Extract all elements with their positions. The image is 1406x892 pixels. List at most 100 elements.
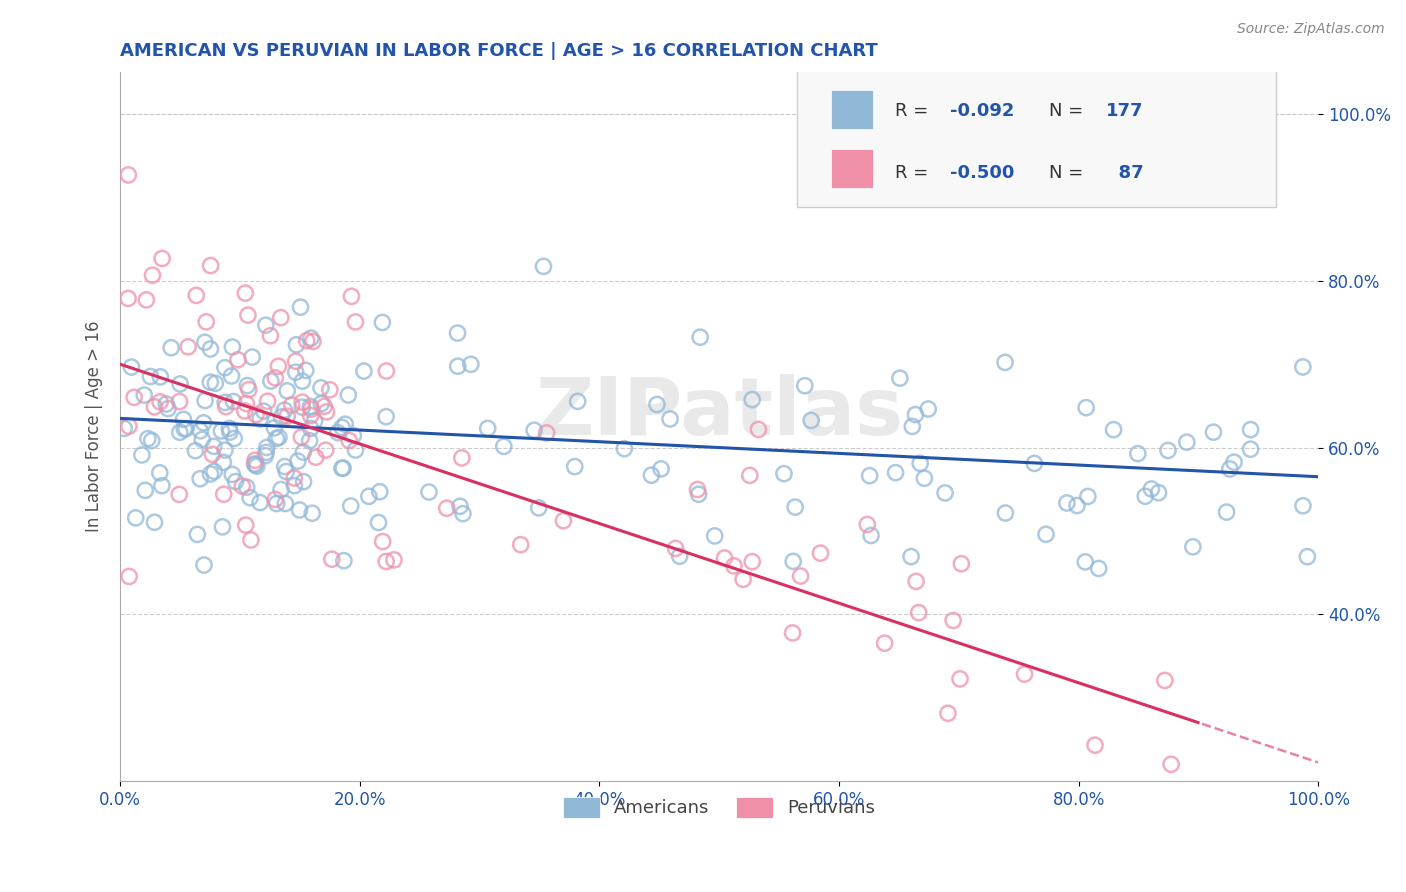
Point [267, 359, 290, 374]
Point [371, 534, 394, 549]
Point [315, 405, 337, 419]
Point [884, 466, 907, 480]
Point [1292, 359, 1315, 374]
Point [231, 479, 253, 493]
Point [309, 381, 332, 395]
Point [368, 484, 391, 499]
Point [169, 394, 191, 409]
Point [789, 569, 811, 583]
Point [1126, 447, 1149, 461]
Point [1175, 435, 1198, 450]
Point [367, 516, 389, 530]
Point [353, 364, 375, 378]
Point [942, 614, 965, 628]
Point [222, 394, 245, 409]
Point [120, 360, 142, 375]
Point [202, 439, 225, 453]
Point [330, 420, 353, 434]
Point [284, 354, 307, 368]
FancyBboxPatch shape [831, 90, 873, 129]
Point [713, 551, 735, 566]
Point [1296, 549, 1319, 564]
Point [330, 461, 353, 475]
Point [613, 442, 636, 456]
Point [912, 471, 935, 485]
Point [292, 445, 315, 459]
Point [214, 395, 236, 409]
Point [291, 374, 314, 388]
Point [901, 419, 924, 434]
Point [904, 408, 927, 422]
Point [112, 421, 135, 435]
Point [689, 330, 711, 344]
Point [270, 310, 292, 325]
Point [1074, 555, 1097, 569]
Point [659, 412, 682, 426]
Point [211, 520, 233, 534]
Point [260, 374, 283, 388]
Point [321, 552, 343, 566]
Point [949, 672, 972, 686]
Point [1014, 667, 1036, 681]
Point [141, 434, 163, 448]
Point [235, 518, 257, 533]
Point [1140, 482, 1163, 496]
Point [1160, 757, 1182, 772]
Point [509, 538, 531, 552]
Point [319, 383, 342, 397]
Point [249, 412, 271, 426]
Point [224, 432, 246, 446]
Point [193, 416, 215, 430]
Point [254, 445, 277, 459]
Point [136, 432, 159, 446]
Point [738, 468, 761, 483]
Point [283, 471, 305, 485]
Point [193, 558, 215, 572]
Point [1292, 499, 1315, 513]
Point [122, 390, 145, 404]
Point [567, 394, 589, 409]
Point [254, 318, 277, 333]
Point [527, 500, 550, 515]
Point [276, 384, 298, 398]
Point [741, 555, 763, 569]
Point [747, 422, 769, 436]
Point [295, 334, 318, 348]
Point [860, 528, 883, 542]
Point [332, 461, 354, 475]
Point [1024, 457, 1046, 471]
Point [245, 408, 267, 422]
Point [233, 404, 256, 418]
Point [290, 300, 312, 314]
Point [326, 425, 349, 440]
Point [785, 500, 807, 515]
Point [340, 289, 363, 303]
Point [375, 409, 398, 424]
Point [1157, 443, 1180, 458]
Point [264, 492, 287, 507]
Point [256, 394, 278, 409]
Point [450, 450, 472, 465]
Point [1077, 490, 1099, 504]
Point [859, 468, 882, 483]
Point [281, 398, 304, 412]
Point [665, 541, 688, 556]
Point [315, 443, 337, 458]
Point [1084, 738, 1107, 752]
Point [299, 400, 322, 414]
Point [446, 326, 468, 340]
Point [259, 328, 281, 343]
Point [139, 369, 162, 384]
Point [1087, 561, 1109, 575]
Point [266, 497, 288, 511]
Point [117, 292, 139, 306]
Point [169, 376, 191, 391]
Point [169, 425, 191, 440]
Text: 177: 177 [1107, 102, 1143, 120]
Point [204, 376, 226, 391]
Point [564, 459, 586, 474]
Point [200, 342, 222, 356]
Point [143, 515, 166, 529]
Text: AMERICAN VS PERUVIAN IN LABOR FORCE | AGE > 16 CORRELATION CHART: AMERICAN VS PERUVIAN IN LABOR FORCE | AG… [120, 42, 877, 60]
Point [226, 352, 249, 367]
